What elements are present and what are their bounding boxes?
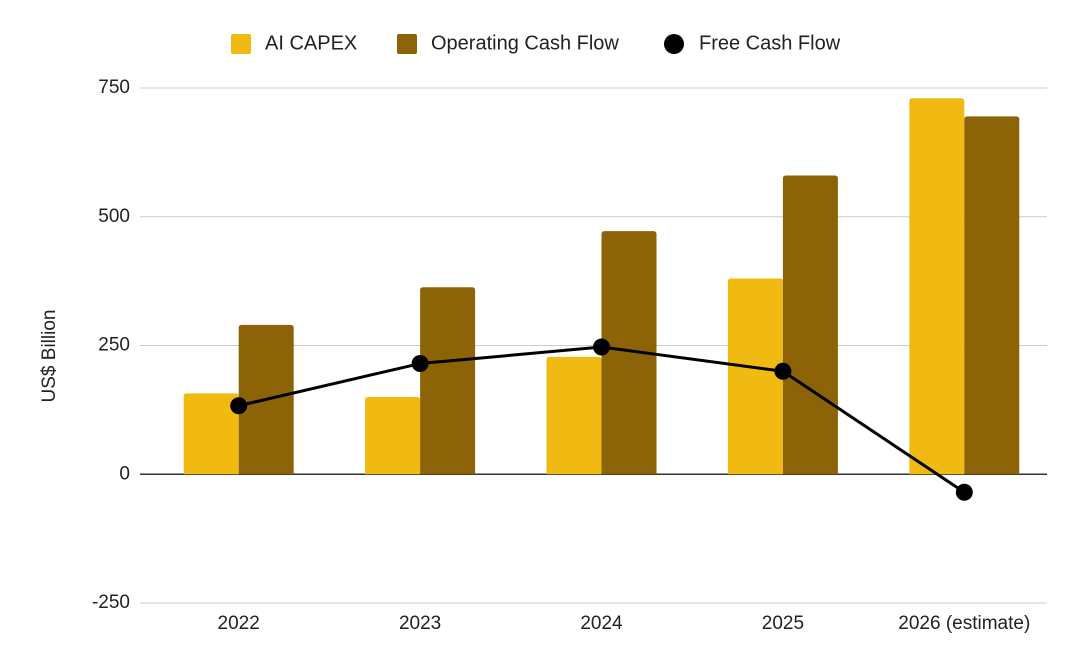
x-tick-label: 2022 <box>218 613 260 634</box>
bar-ai-capex-2026 <box>909 98 965 475</box>
bar-ai-capex-2024 <box>546 356 602 475</box>
free-cash-flow-line-group <box>230 338 973 501</box>
y-axis-label: US$ Billion <box>39 310 60 403</box>
y-tick-label: 250 <box>98 335 130 356</box>
free-cash-flow-point-2023 <box>411 355 429 373</box>
legend-item-free-cash-flow: Free Cash Flow <box>664 32 841 54</box>
bar-ai-capex-2022 <box>183 393 239 475</box>
bar-operating-cash-flow-2023 <box>420 287 476 475</box>
bar-operating-cash-flow-2025 <box>782 175 838 475</box>
legend-item-ai-capex: AI CAPEX <box>231 32 357 54</box>
x-tick-label: 2026 (estimate) <box>898 613 1030 634</box>
free-cash-flow-point-2024 <box>593 338 610 356</box>
bar-operating-cash-flow-2026 <box>964 116 1020 475</box>
legend: AI CAPEX Operating Cash Flow Free Cash Flo… <box>231 32 841 54</box>
y-tick-label: 500 <box>98 206 130 227</box>
axes: 750 500 250 0 -250 2022 2023 2024 2025 2026 (esti… <box>92 77 1030 634</box>
legend-swatch-operating-cash-flow <box>397 34 417 54</box>
free-cash-flow-point-2025 <box>774 362 792 380</box>
legend-label-free-cash-flow: Free Cash Flow <box>699 32 841 54</box>
free-cash-flow-point-2022 <box>230 397 248 415</box>
x-tick-label: 2024 <box>580 613 623 634</box>
bar-ai-capex-2025 <box>727 278 783 475</box>
bars <box>183 98 1020 475</box>
legend-item-operating-cash-flow: Operating Cash Flow <box>397 32 619 54</box>
y-tick-label: 0 <box>119 463 130 484</box>
legend-label-ai-capex: AI CAPEX <box>265 32 357 54</box>
y-tick-label: 750 <box>98 77 130 98</box>
legend-marker-free-cash-flow <box>664 34 684 54</box>
y-tick-label: -250 <box>92 592 130 613</box>
x-tick-label: 2025 <box>762 613 804 634</box>
x-tick-label: 2023 <box>399 613 441 634</box>
legend-swatch-ai-capex <box>231 34 251 54</box>
bar-operating-cash-flow-2024 <box>601 231 657 475</box>
legend-label-operating-cash-flow: Operating Cash Flow <box>431 32 619 54</box>
free-cash-flow-point-2026 <box>955 483 973 501</box>
bar-ai-capex-2023 <box>365 397 421 475</box>
